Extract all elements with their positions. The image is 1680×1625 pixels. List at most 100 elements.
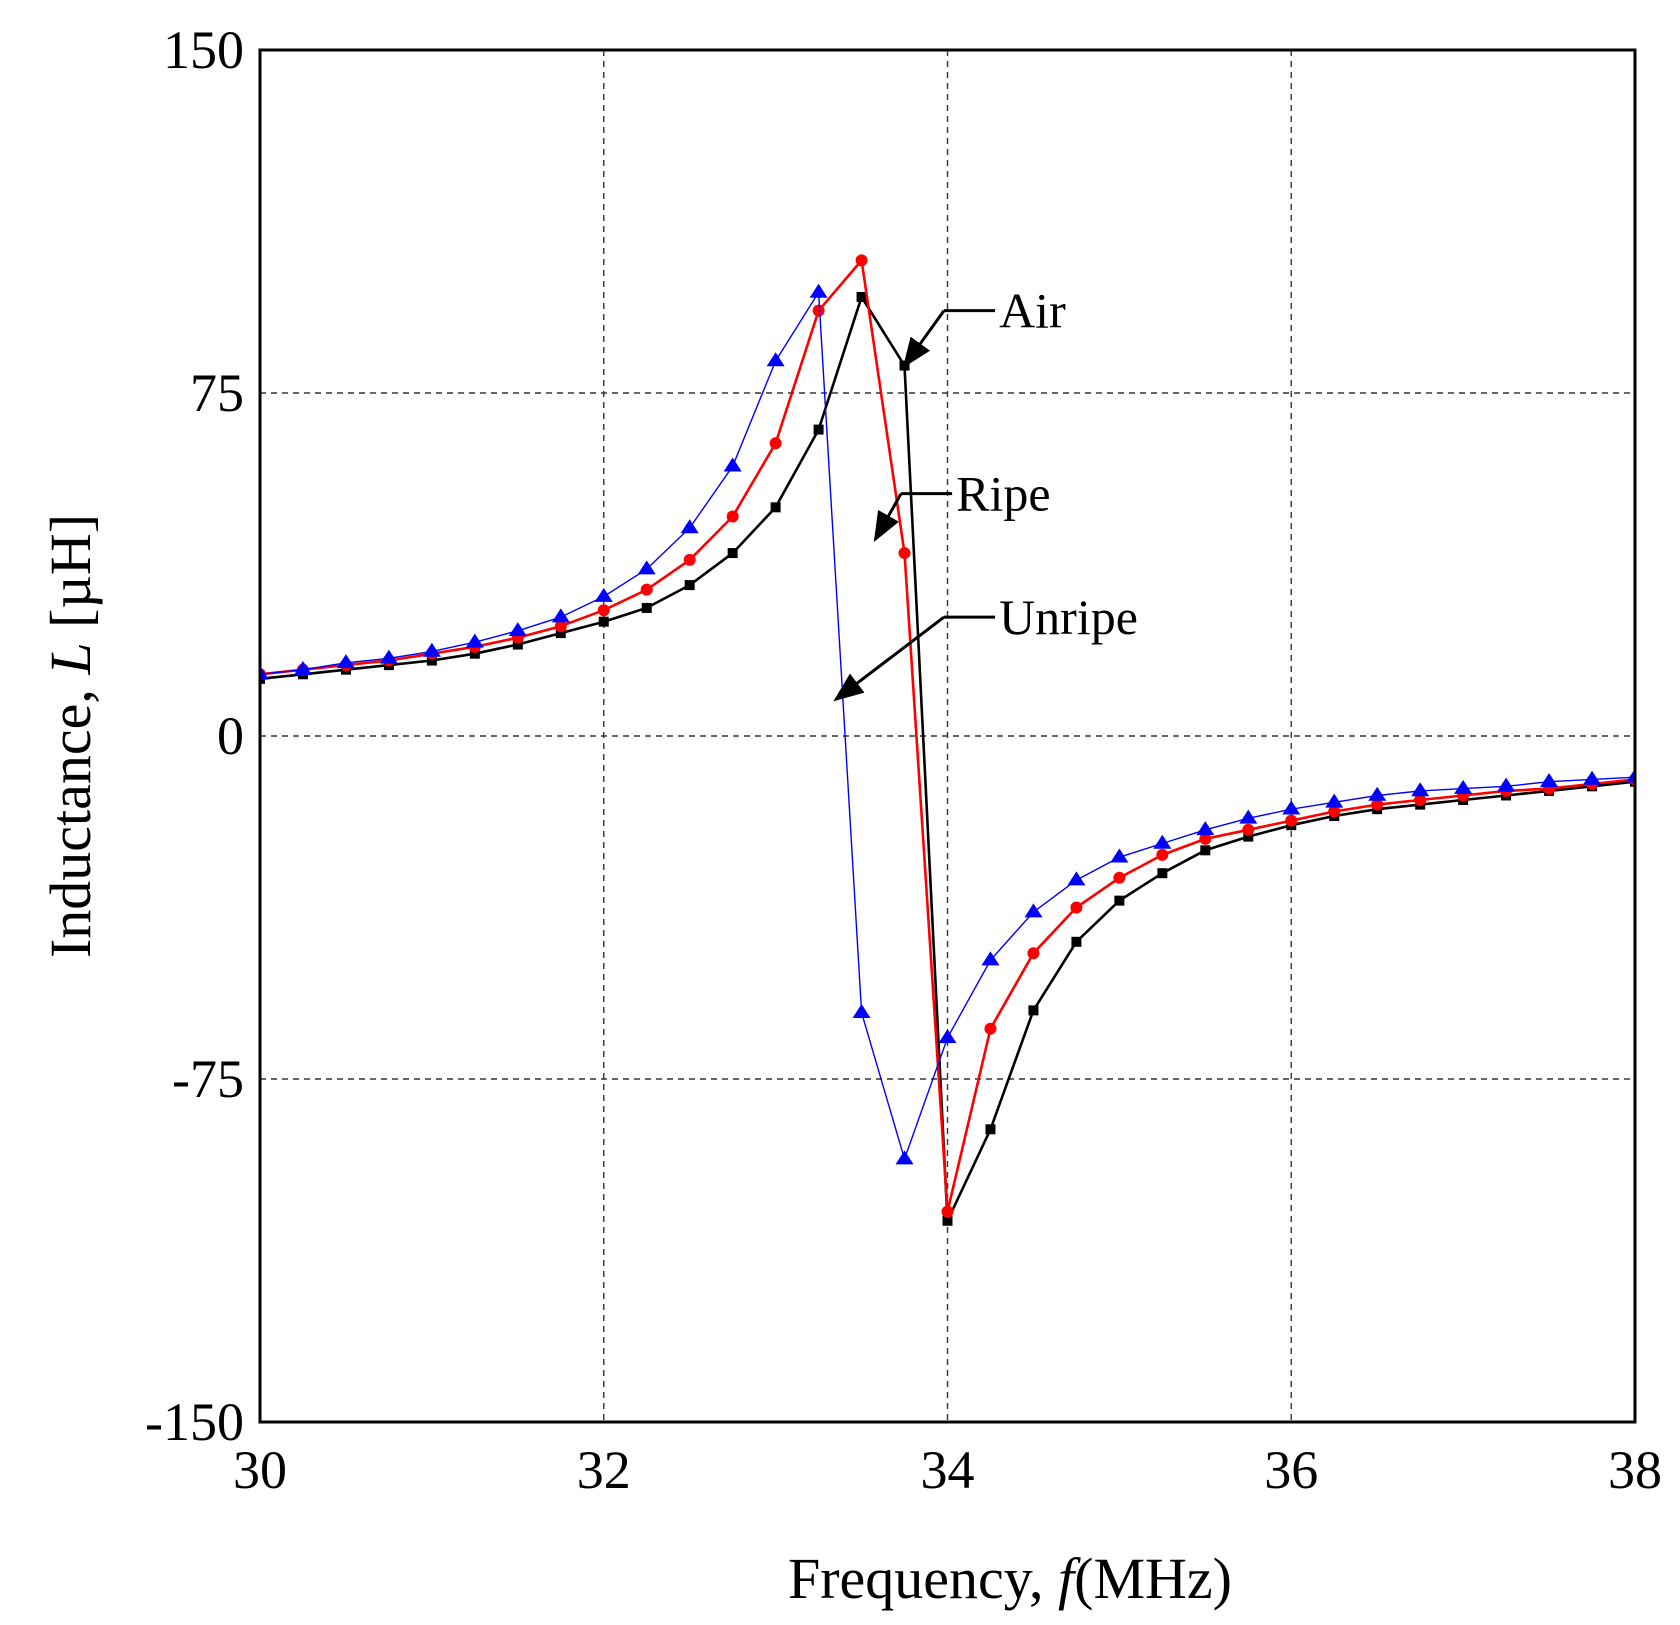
data-point-unripe (1583, 770, 1602, 785)
data-point-ripe (1328, 805, 1341, 818)
data-point-unripe (723, 457, 742, 472)
y-tick-label: 0 (217, 706, 244, 766)
y-tick-label: 75 (190, 363, 244, 423)
data-point-unripe (422, 642, 441, 657)
x-tick-label: 38 (1608, 1440, 1662, 1500)
data-point-air (1243, 831, 1254, 842)
y-axis-title: Inductance, L [µH] (38, 514, 103, 958)
data-point-ripe (984, 1022, 997, 1035)
data-point-ripe (1113, 871, 1126, 884)
data-point-unripe (981, 951, 1000, 966)
series-annotations: Air Ripe Unripe (833, 283, 1138, 702)
data-point-air (1028, 1005, 1039, 1016)
data-point-ripe (1242, 823, 1255, 836)
data-point-ripe (1199, 832, 1212, 845)
annotation-ripe: Ripe (873, 466, 1051, 542)
data-point-unripe (336, 654, 355, 669)
data-point-air (598, 616, 609, 627)
annotation-air: Air (902, 283, 1066, 368)
data-point-unripe (465, 633, 484, 648)
data-point-unripe (1325, 793, 1344, 808)
data-point-ripe (597, 604, 610, 617)
series-unripe (260, 283, 1635, 1165)
y-tick-label: -150 (145, 1392, 244, 1452)
data-point-ripe (1070, 901, 1083, 914)
annotation-label-ripe: Ripe (956, 466, 1050, 522)
data-point-air (1200, 845, 1211, 856)
data-point-air (1114, 895, 1125, 906)
y-tick-label: -75 (172, 1049, 244, 1109)
data-point-ripe (554, 620, 567, 633)
data-point-ripe (855, 254, 868, 267)
data-point-unripe (1540, 773, 1559, 788)
data-point-air (641, 602, 652, 613)
y-tick-label: 150 (163, 20, 244, 80)
data-point-air (856, 291, 867, 302)
plot-frame (258, 48, 1637, 1424)
annotation-arrow-ripe (873, 492, 903, 542)
data-point-unripe (1239, 809, 1258, 824)
annotation-label-air: Air (999, 283, 1066, 339)
x-tick-labels: 30 32 34 36 38 (233, 1440, 1662, 1500)
data-point-unripe (1368, 786, 1387, 801)
data-point-unripe (852, 1004, 871, 1019)
data-point-ripe (1027, 947, 1040, 960)
data-point-unripe (680, 519, 699, 534)
grid-lines (260, 50, 1635, 1422)
data-point-ripe (898, 547, 911, 560)
data-point-ripe (1371, 798, 1384, 811)
data-point-air (727, 548, 738, 559)
annotation-arrow-unripe (833, 615, 945, 702)
data-point-unripe (260, 665, 269, 680)
x-axis-title: Frequency, f(MHz) (788, 1546, 1232, 1611)
annotation-arrow-air (902, 309, 946, 368)
data-point-unripe (766, 352, 785, 367)
data-point-unripe (508, 622, 527, 637)
data-point-ripe (726, 510, 739, 523)
data-point-unripe (1626, 768, 1635, 783)
data-point-unripe (1110, 848, 1129, 863)
data-point-ripe (941, 1205, 954, 1218)
data-series (260, 254, 1635, 1226)
data-point-unripe (1411, 782, 1430, 797)
annotation-unripe: Unripe (833, 589, 1138, 702)
data-point-unripe (379, 649, 398, 664)
x-tick-label: 34 (921, 1440, 975, 1500)
data-point-unripe (1454, 779, 1473, 794)
data-point-unripe (938, 1029, 957, 1044)
data-point-air (942, 1215, 953, 1226)
data-point-ripe (1414, 794, 1427, 807)
data-point-ripe (769, 437, 782, 450)
data-point-air (684, 580, 695, 591)
data-point-unripe (594, 587, 613, 602)
y-tick-labels: -150 -75 0 75 150 (145, 20, 244, 1452)
data-point-unripe (1024, 903, 1043, 918)
x-tick-label: 30 (233, 1440, 287, 1500)
data-point-unripe (1067, 871, 1086, 886)
data-point-unripe (637, 560, 656, 575)
data-point-ripe (1285, 814, 1298, 827)
annotation-label-unripe: Unripe (999, 589, 1138, 645)
data-point-air (555, 628, 566, 639)
data-point-unripe (1153, 834, 1172, 849)
data-point-air (1071, 936, 1082, 947)
data-point-air (426, 655, 437, 666)
x-tick-label: 36 (1264, 1440, 1318, 1500)
data-point-unripe (293, 661, 312, 676)
data-point-air (813, 424, 824, 435)
data-point-air (1157, 868, 1168, 879)
data-point-ripe (1156, 848, 1169, 861)
data-point-air (985, 1124, 996, 1135)
data-point-air (512, 639, 523, 650)
data-point-air (469, 648, 480, 659)
data-point-ripe (640, 583, 653, 596)
data-point-air (770, 502, 781, 513)
data-point-unripe (1497, 777, 1516, 792)
data-point-ripe (812, 304, 825, 317)
data-point-unripe (551, 608, 570, 623)
data-point-unripe (1196, 821, 1215, 836)
data-point-unripe (1282, 800, 1301, 815)
data-point-unripe (809, 283, 828, 298)
data-point-ripe (683, 553, 696, 566)
